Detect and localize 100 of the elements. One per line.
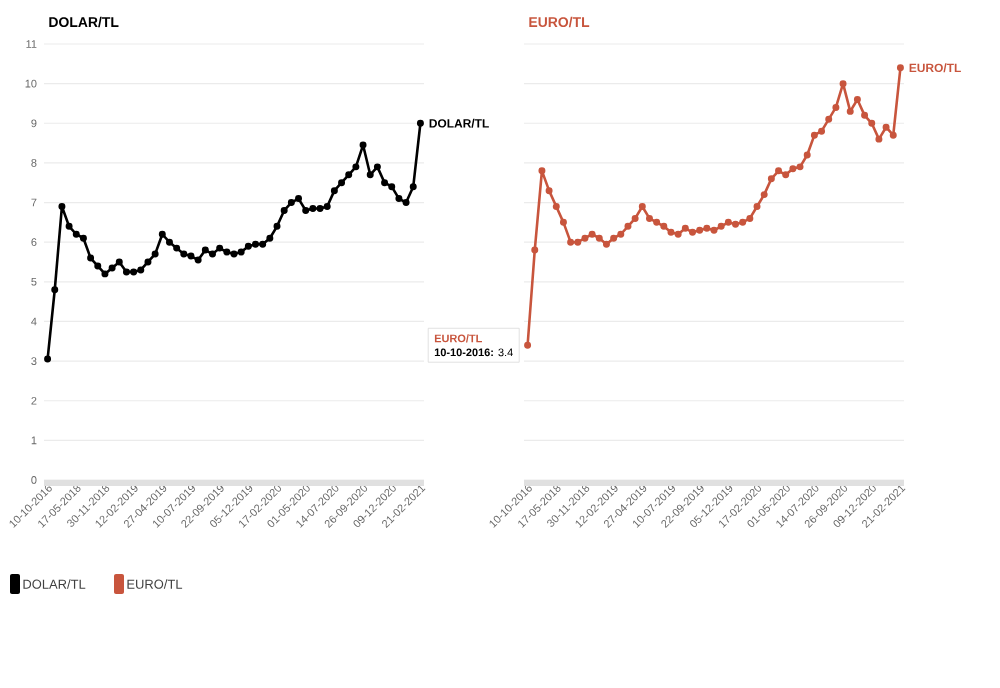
point [524, 341, 532, 349]
point [739, 218, 747, 226]
point [65, 222, 73, 230]
point [223, 248, 231, 256]
point [330, 187, 338, 195]
point [782, 171, 790, 179]
point [588, 230, 596, 238]
point [302, 206, 310, 214]
point [681, 224, 689, 232]
point [617, 230, 625, 238]
point [531, 246, 539, 254]
point [545, 187, 553, 195]
point [79, 234, 87, 242]
point [180, 250, 188, 258]
point [581, 234, 589, 242]
point [273, 222, 281, 230]
point [252, 240, 259, 248]
point [130, 268, 138, 276]
point [538, 167, 546, 175]
point [853, 96, 861, 103]
point [137, 266, 145, 274]
point [381, 179, 389, 187]
point [882, 123, 890, 131]
point [366, 171, 374, 179]
point [359, 141, 367, 149]
point [645, 214, 653, 222]
point [861, 111, 869, 119]
point [703, 224, 711, 232]
point [775, 167, 783, 175]
point [710, 226, 718, 234]
point [717, 222, 725, 230]
point [767, 175, 775, 183]
point [216, 244, 224, 252]
point [395, 195, 403, 203]
point [660, 222, 668, 230]
point [58, 203, 66, 210]
point [567, 238, 575, 246]
point [889, 131, 897, 139]
point [144, 258, 152, 266]
point [896, 64, 904, 72]
point [796, 163, 804, 171]
point [266, 234, 274, 242]
point [316, 205, 324, 212]
point [373, 163, 381, 171]
point [72, 230, 80, 238]
point [760, 191, 768, 199]
point [753, 203, 761, 210]
point [115, 258, 123, 266]
point [108, 264, 116, 272]
point [595, 234, 603, 242]
point [309, 205, 317, 212]
point [832, 103, 840, 111]
point [122, 268, 130, 276]
point [158, 230, 166, 238]
point [552, 203, 560, 210]
point [209, 250, 216, 258]
point [345, 171, 353, 179]
point [44, 355, 52, 363]
point [352, 163, 360, 171]
point [803, 151, 811, 159]
point [338, 179, 346, 187]
point [875, 135, 883, 143]
point [631, 214, 639, 222]
point [667, 228, 675, 236]
point [559, 218, 567, 226]
point [259, 240, 267, 248]
point [810, 131, 818, 139]
point [230, 250, 238, 258]
point [746, 214, 754, 222]
point [846, 107, 854, 115]
point [839, 80, 847, 88]
point [825, 115, 833, 123]
point [789, 165, 797, 173]
point [280, 206, 288, 214]
point [674, 230, 682, 238]
point [194, 256, 202, 264]
point [101, 270, 109, 278]
point [689, 228, 696, 236]
point [638, 203, 646, 210]
point [696, 226, 704, 234]
point [610, 234, 618, 242]
point [51, 286, 59, 294]
point [151, 250, 159, 258]
point [868, 119, 876, 127]
point [732, 220, 740, 228]
point [287, 199, 295, 207]
point [818, 127, 826, 135]
point [165, 238, 173, 246]
point [244, 242, 252, 250]
point [416, 119, 424, 127]
point [409, 183, 417, 191]
point [187, 252, 195, 260]
point [724, 218, 732, 226]
point [87, 254, 95, 262]
point [402, 199, 410, 207]
point [323, 203, 331, 210]
point [653, 218, 661, 226]
point [295, 195, 303, 203]
point [602, 240, 610, 248]
point [388, 183, 396, 191]
